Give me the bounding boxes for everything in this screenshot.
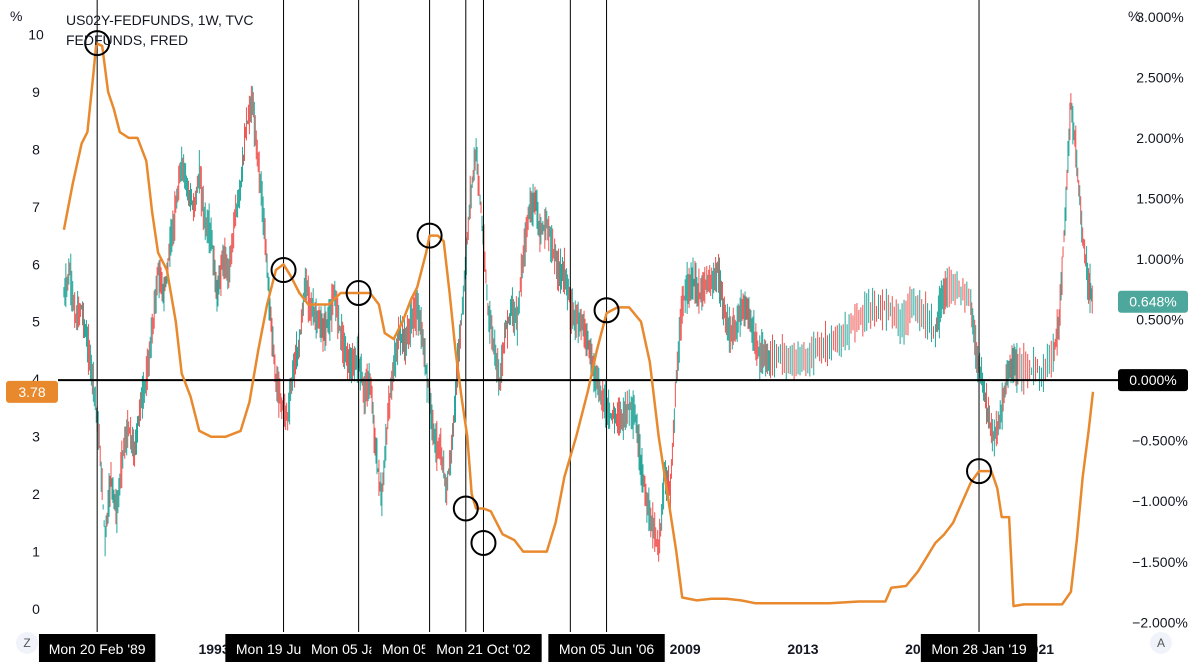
left-tick-label: 10 bbox=[28, 26, 44, 42]
right-axis: −2.000% −1.500% −1.000% −0.500% 0.500% 1.000%… bbox=[1132, 9, 1188, 630]
right-tick-label: 2.500% bbox=[1136, 69, 1183, 85]
circled-points bbox=[84, 30, 993, 556]
spread-last-value: 0.648% bbox=[1129, 294, 1176, 310]
left-tick-label: 6 bbox=[32, 256, 40, 272]
marker-date-label: Mon 05 Jun '06 bbox=[559, 641, 655, 657]
fedfunds-last-value: 3.78 bbox=[18, 384, 45, 400]
left-tick-label: 3 bbox=[32, 429, 40, 445]
time-tick-label: 2013 bbox=[787, 641, 818, 657]
spread-series bbox=[63, 85, 1093, 562]
left-tick-label: 1 bbox=[32, 544, 40, 560]
right-tick-label: 2.000% bbox=[1136, 130, 1183, 146]
left-tick-label: 4 bbox=[32, 371, 40, 387]
fedfunds-last-badge bbox=[6, 380, 58, 403]
highlight-circle bbox=[470, 529, 497, 556]
marker-date-label: Mon 28 Jan '19 bbox=[931, 641, 1027, 657]
vertical-markers bbox=[96, 0, 980, 632]
left-unit-label: % bbox=[10, 8, 23, 24]
left-tick-label: 0 bbox=[32, 601, 40, 617]
highlight-circle bbox=[593, 297, 620, 324]
marker-date-box bbox=[548, 634, 665, 662]
price-badges: 3.78 0.648% 0.000% bbox=[6, 290, 1188, 403]
spread-last-badge bbox=[1118, 290, 1188, 313]
right-tick-label: 3.000% bbox=[1136, 9, 1183, 25]
time-tick-label: 2009 bbox=[670, 641, 701, 657]
legend-line-spread: US02Y-FEDFUNDS, 1W, TVC bbox=[66, 12, 254, 28]
highlight-circle bbox=[966, 458, 993, 485]
zero-line-value: 0.000% bbox=[1129, 372, 1176, 388]
right-tick-label: 0.500% bbox=[1136, 312, 1183, 328]
marker-date-label: Mon 20 Feb '89 bbox=[49, 641, 146, 657]
right-tick-label: −1.000% bbox=[1132, 493, 1188, 509]
highlight-circle bbox=[452, 495, 479, 522]
right-tick-label: 1.000% bbox=[1136, 251, 1183, 267]
time-tick-label: 1993 bbox=[198, 641, 229, 657]
legend: US02Y-FEDFUNDS, 1W, TVC FEDFUNDS, FRED bbox=[66, 10, 254, 50]
left-axis: 0 1 2 3 4 5 6 7 8 9 10 bbox=[28, 26, 44, 617]
right-tick-label: −0.500% bbox=[1132, 433, 1188, 449]
marker-date-box bbox=[920, 634, 1038, 662]
highlight-circle bbox=[84, 30, 111, 57]
fedfunds-line bbox=[62, 41, 1095, 608]
zero-line-badge bbox=[1118, 369, 1188, 392]
auto-scale-button-left[interactable]: Z bbox=[16, 632, 38, 654]
left-tick-label: 9 bbox=[32, 84, 40, 100]
right-tick-label: −2.000% bbox=[1132, 614, 1188, 630]
marker-date-box bbox=[38, 634, 156, 662]
legend-line-fedfunds: FEDFUNDS, FRED bbox=[66, 32, 189, 48]
left-tick-label: 7 bbox=[32, 199, 40, 215]
left-tick-label: 8 bbox=[32, 141, 40, 157]
right-tick-label: 1.500% bbox=[1136, 191, 1183, 207]
auto-scale-button-right[interactable]: A bbox=[1150, 632, 1172, 654]
highlight-circle bbox=[416, 222, 443, 249]
right-unit-label: % bbox=[1128, 8, 1141, 24]
right-tick-label: −1.500% bbox=[1132, 554, 1188, 570]
left-tick-label: 5 bbox=[32, 314, 40, 330]
highlight-circle bbox=[270, 257, 297, 284]
marker-date-label: Mon 21 Oct '02 bbox=[436, 641, 531, 657]
highlight-circle bbox=[345, 280, 372, 307]
left-tick-label: 2 bbox=[32, 486, 40, 502]
marker-date-box bbox=[425, 634, 542, 662]
